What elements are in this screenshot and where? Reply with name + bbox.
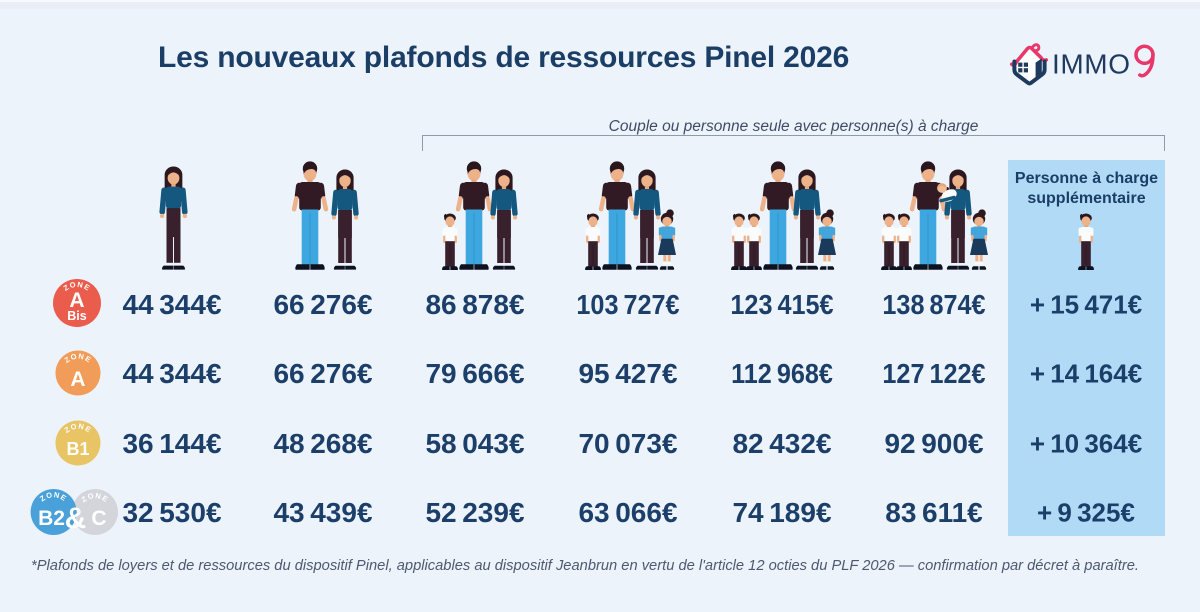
svg-text:IMMO: IMMO bbox=[1052, 49, 1131, 80]
svg-text:B2: B2 bbox=[38, 507, 65, 530]
svg-text:B1: B1 bbox=[66, 439, 89, 459]
svg-text:C: C bbox=[91, 507, 106, 530]
svg-text:A: A bbox=[69, 289, 84, 312]
svg-text:A: A bbox=[70, 368, 85, 391]
svg-text:Bis: Bis bbox=[67, 309, 87, 323]
svg-text:&: & bbox=[65, 502, 87, 535]
